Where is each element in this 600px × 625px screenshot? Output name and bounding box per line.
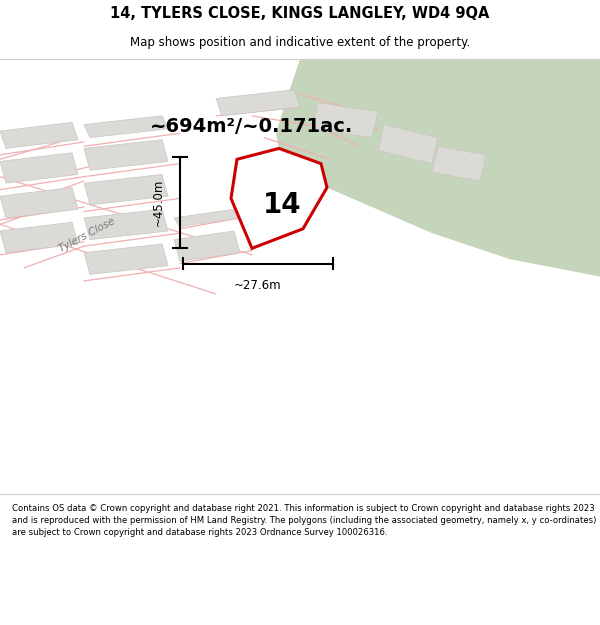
Polygon shape <box>84 244 168 274</box>
Polygon shape <box>312 102 378 138</box>
Polygon shape <box>0 188 78 218</box>
Polygon shape <box>84 140 168 170</box>
Polygon shape <box>378 124 438 164</box>
Polygon shape <box>84 209 168 239</box>
Polygon shape <box>432 146 486 181</box>
Text: ~45.0m: ~45.0m <box>152 179 165 226</box>
Polygon shape <box>231 148 327 248</box>
Text: Contains OS data © Crown copyright and database right 2021. This information is : Contains OS data © Crown copyright and d… <box>12 504 596 537</box>
Polygon shape <box>276 59 600 276</box>
Polygon shape <box>0 222 78 253</box>
Text: ~694m²/~0.171ac.: ~694m²/~0.171ac. <box>151 118 353 136</box>
Text: 14: 14 <box>263 191 301 219</box>
Text: Tylers Close: Tylers Close <box>57 216 117 254</box>
Polygon shape <box>216 90 300 116</box>
Polygon shape <box>84 174 168 205</box>
Text: Map shows position and indicative extent of the property.: Map shows position and indicative extent… <box>130 36 470 49</box>
Polygon shape <box>0 152 78 183</box>
Text: 14, TYLERS CLOSE, KINGS LANGLEY, WD4 9QA: 14, TYLERS CLOSE, KINGS LANGLEY, WD4 9QA <box>110 6 490 21</box>
Polygon shape <box>174 209 240 227</box>
Text: ~27.6m: ~27.6m <box>234 279 282 292</box>
Polygon shape <box>0 122 78 148</box>
Polygon shape <box>174 231 240 261</box>
Polygon shape <box>84 116 168 138</box>
